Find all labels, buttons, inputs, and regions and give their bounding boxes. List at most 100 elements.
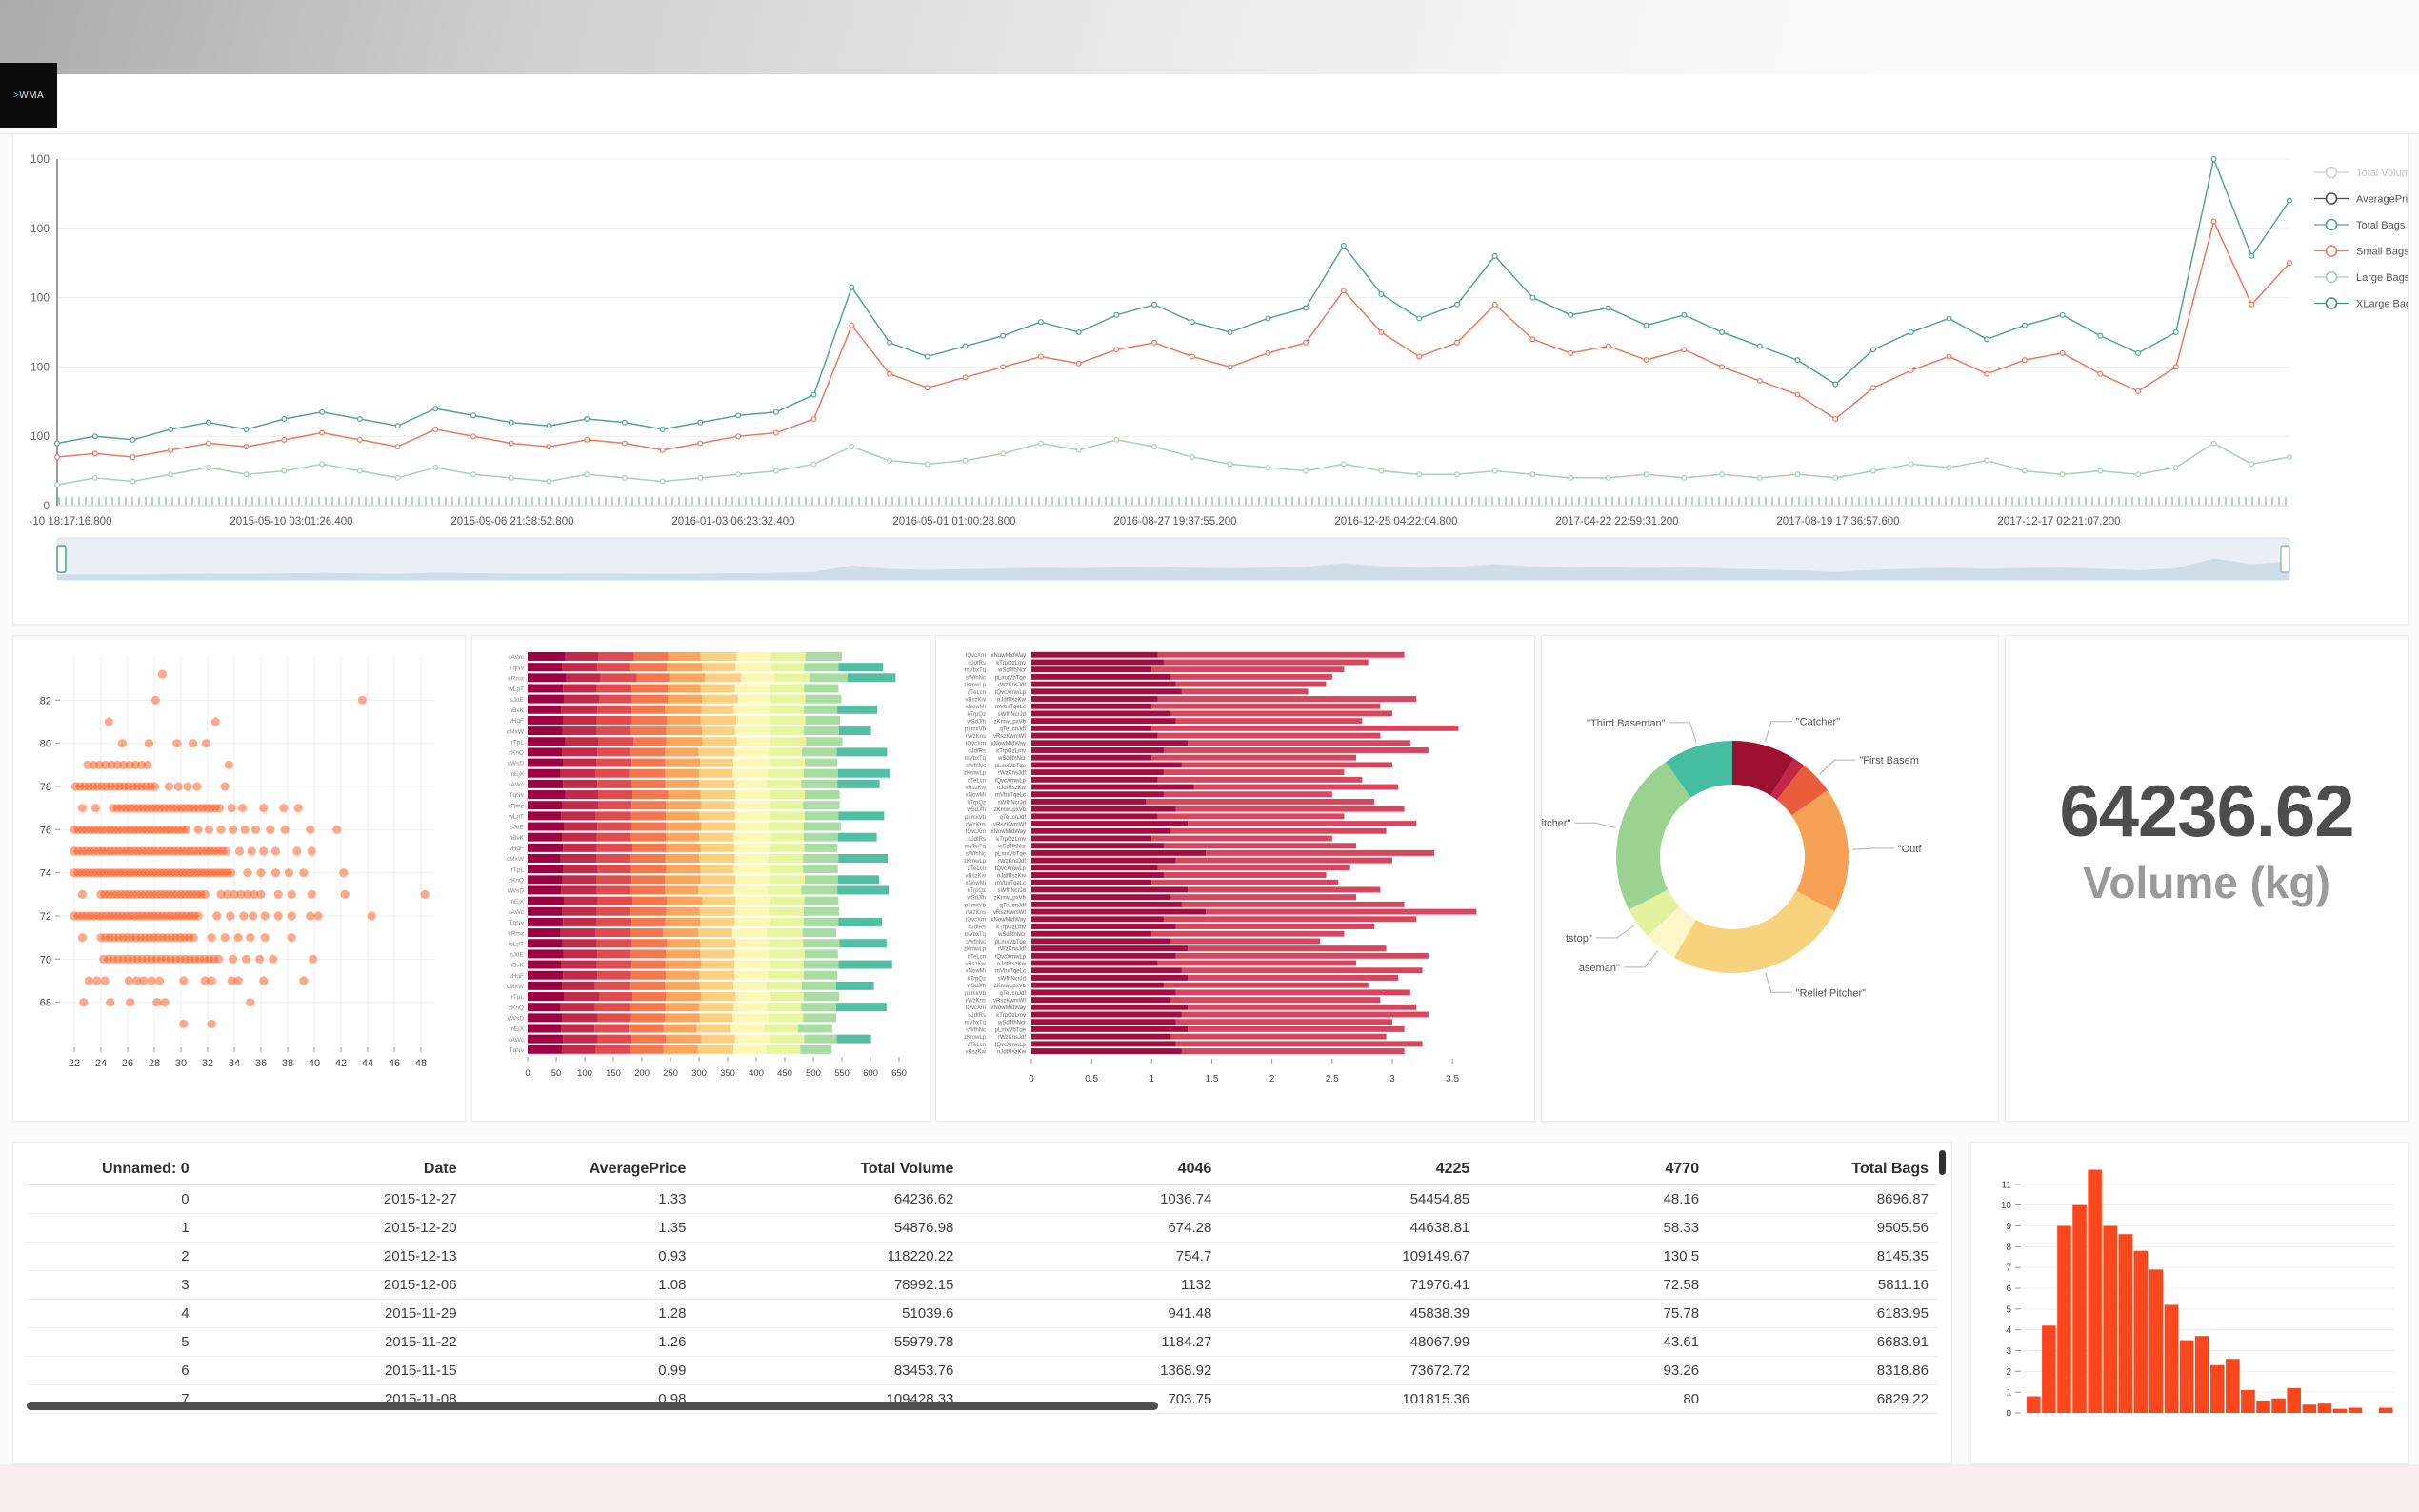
- stacked-bar-segment: [701, 801, 735, 810]
- scatter-point: [246, 998, 255, 1007]
- legend-item-total-bags[interactable]: Total Bags: [2314, 218, 2406, 232]
- series-marker: [281, 416, 288, 423]
- table-column-header[interactable]: AveragePrice: [466, 1154, 696, 1185]
- donut-slice[interactable]: [1674, 890, 1835, 973]
- series-marker: [584, 416, 590, 423]
- stacked-bar-segment: [810, 673, 848, 683]
- scatter-point: [214, 954, 224, 964]
- stacked-bar-segment: [528, 705, 562, 714]
- donut-plot: "Catcher" "First Basem "Outf "Relief Pitche…: [1542, 717, 1922, 1000]
- table-cell: 2015-11-22: [198, 1327, 467, 1357]
- histogram-bar: [2194, 1336, 2209, 1413]
- stacked-bar-segment: [734, 854, 769, 863]
- table-horizontal-scrollbar[interactable]: [27, 1402, 1158, 1410]
- table-vertical-scrollbar[interactable]: [1939, 1150, 1946, 1175]
- donut-slice[interactable]: [1666, 741, 1732, 798]
- histogram-bar: [2164, 1304, 2179, 1413]
- stacked-bar-segment: [804, 896, 839, 905]
- donut-slice[interactable]: [1791, 790, 1849, 912]
- table-row: 0 2015-12-27 1.33 64236.62 1036.74 54454.85 48…: [27, 1184, 1938, 1214]
- stacked-bar-segment: [737, 694, 770, 704]
- series-marker: [1529, 294, 1536, 301]
- app-logo[interactable]: > WMA: [0, 63, 57, 128]
- x-axis-tick-label: 2.5: [1326, 1074, 1339, 1084]
- range-slider[interactable]: [56, 537, 2290, 581]
- legend-item-large-bags[interactable]: Large Bags: [2314, 270, 2408, 285]
- y-axis-tick-label: 76: [40, 825, 51, 836]
- table-column-header[interactable]: 4046: [963, 1154, 1222, 1185]
- scatter-point: [420, 889, 430, 899]
- x-axis-tick-label: 550: [834, 1068, 850, 1079]
- legend-item-xlarge-bags[interactable]: XLarge Bags: [2314, 297, 2408, 310]
- table-cell: 75.78: [1479, 1299, 1709, 1328]
- series-marker: [1832, 381, 1839, 388]
- series-marker: [2287, 260, 2293, 267]
- range-slider-handle-left[interactable]: [56, 545, 67, 573]
- donut-slice[interactable]: [1770, 758, 1805, 801]
- table-column-header[interactable]: Unnamed: 0: [27, 1154, 199, 1185]
- series-marker: [546, 423, 552, 429]
- y-axis-tick-label: 100: [30, 360, 50, 373]
- scatter-point: [130, 760, 140, 769]
- donut-slice[interactable]: [1629, 889, 1680, 937]
- scatter-point: [256, 889, 266, 899]
- stacked-bar-segment: [769, 790, 805, 800]
- scatter-point: [240, 825, 250, 834]
- stacked-bar-segment: [598, 737, 633, 746]
- series-marker: [2021, 468, 2028, 474]
- donut-slice[interactable]: [1776, 765, 1828, 816]
- series-marker: [130, 436, 136, 443]
- series-marker: [1227, 329, 1233, 336]
- series-marker: [1529, 336, 1536, 343]
- stacked-bar-segment: [633, 737, 667, 746]
- scatter-point: [119, 760, 129, 769]
- stacked-bar-segment: [631, 758, 666, 767]
- series-marker: [924, 461, 930, 468]
- table-cell: 1.33: [466, 1184, 696, 1214]
- stacked-bar-segment: [803, 768, 838, 778]
- series-marker: [470, 412, 477, 419]
- stacked-bar-segment: [803, 939, 840, 948]
- row-label: kTrpQzLmv: [996, 925, 1026, 930]
- stacked-bar-segment: [733, 1003, 768, 1012]
- red-bar-dark-segment: [1031, 879, 1152, 885]
- scatter-point: [313, 911, 323, 921]
- stacked-bar-segment: [803, 822, 841, 831]
- table-column-header[interactable]: Total Volume: [695, 1154, 964, 1185]
- donut-label-line: [1819, 759, 1856, 775]
- table-column-header[interactable]: 4225: [1221, 1154, 1480, 1185]
- row-label: mVbxTq: [965, 845, 986, 850]
- row-label: vRszKw: [965, 786, 986, 791]
- stacked-bar-segment: [596, 906, 630, 916]
- table-column-header[interactable]: Total Bags: [1709, 1154, 1938, 1185]
- series-marker: [470, 433, 477, 440]
- donut-slice[interactable]: [1616, 762, 1691, 910]
- row-label: yHgF: [509, 846, 524, 852]
- range-slider-handle-right[interactable]: [2280, 545, 2290, 573]
- table-cell: 5: [27, 1327, 199, 1357]
- stacked-bar-segment: [565, 652, 599, 661]
- table-column-header[interactable]: 4770: [1479, 1154, 1709, 1185]
- series-marker: [772, 468, 779, 474]
- series-marker: [1719, 329, 1726, 336]
- table-column-header[interactable]: Date: [198, 1154, 467, 1185]
- table-cell: 43.61: [1479, 1327, 1709, 1357]
- red-bar-light-segment: [1151, 930, 1345, 937]
- stacked-bar-segment: [597, 779, 632, 788]
- legend-item-total-volume[interactable]: Total Volume: [2314, 166, 2408, 180]
- red-bar-dark-segment: [1031, 696, 1158, 702]
- stacked-bar-segment: [631, 875, 665, 885]
- red-bar-dark-segment: [1031, 703, 1152, 709]
- scatter-point: [340, 889, 350, 899]
- stacked-bar-segment: [805, 652, 842, 661]
- stacked-bar-segment: [770, 726, 804, 736]
- legend-item-averageprice[interactable]: AveragePrice: [2314, 192, 2408, 206]
- series-marker: [1453, 339, 1460, 346]
- row-label: kTrpQz: [968, 888, 986, 894]
- donut-slice[interactable]: [1647, 905, 1696, 958]
- row-label: sWfhNcrJd: [998, 976, 1026, 982]
- stacked-bar-segment: [596, 885, 630, 895]
- legend-item-small-bags[interactable]: Small Bags: [2314, 245, 2408, 258]
- donut-slice[interactable]: [1732, 741, 1794, 796]
- row-label: nJdfRs: [968, 748, 986, 754]
